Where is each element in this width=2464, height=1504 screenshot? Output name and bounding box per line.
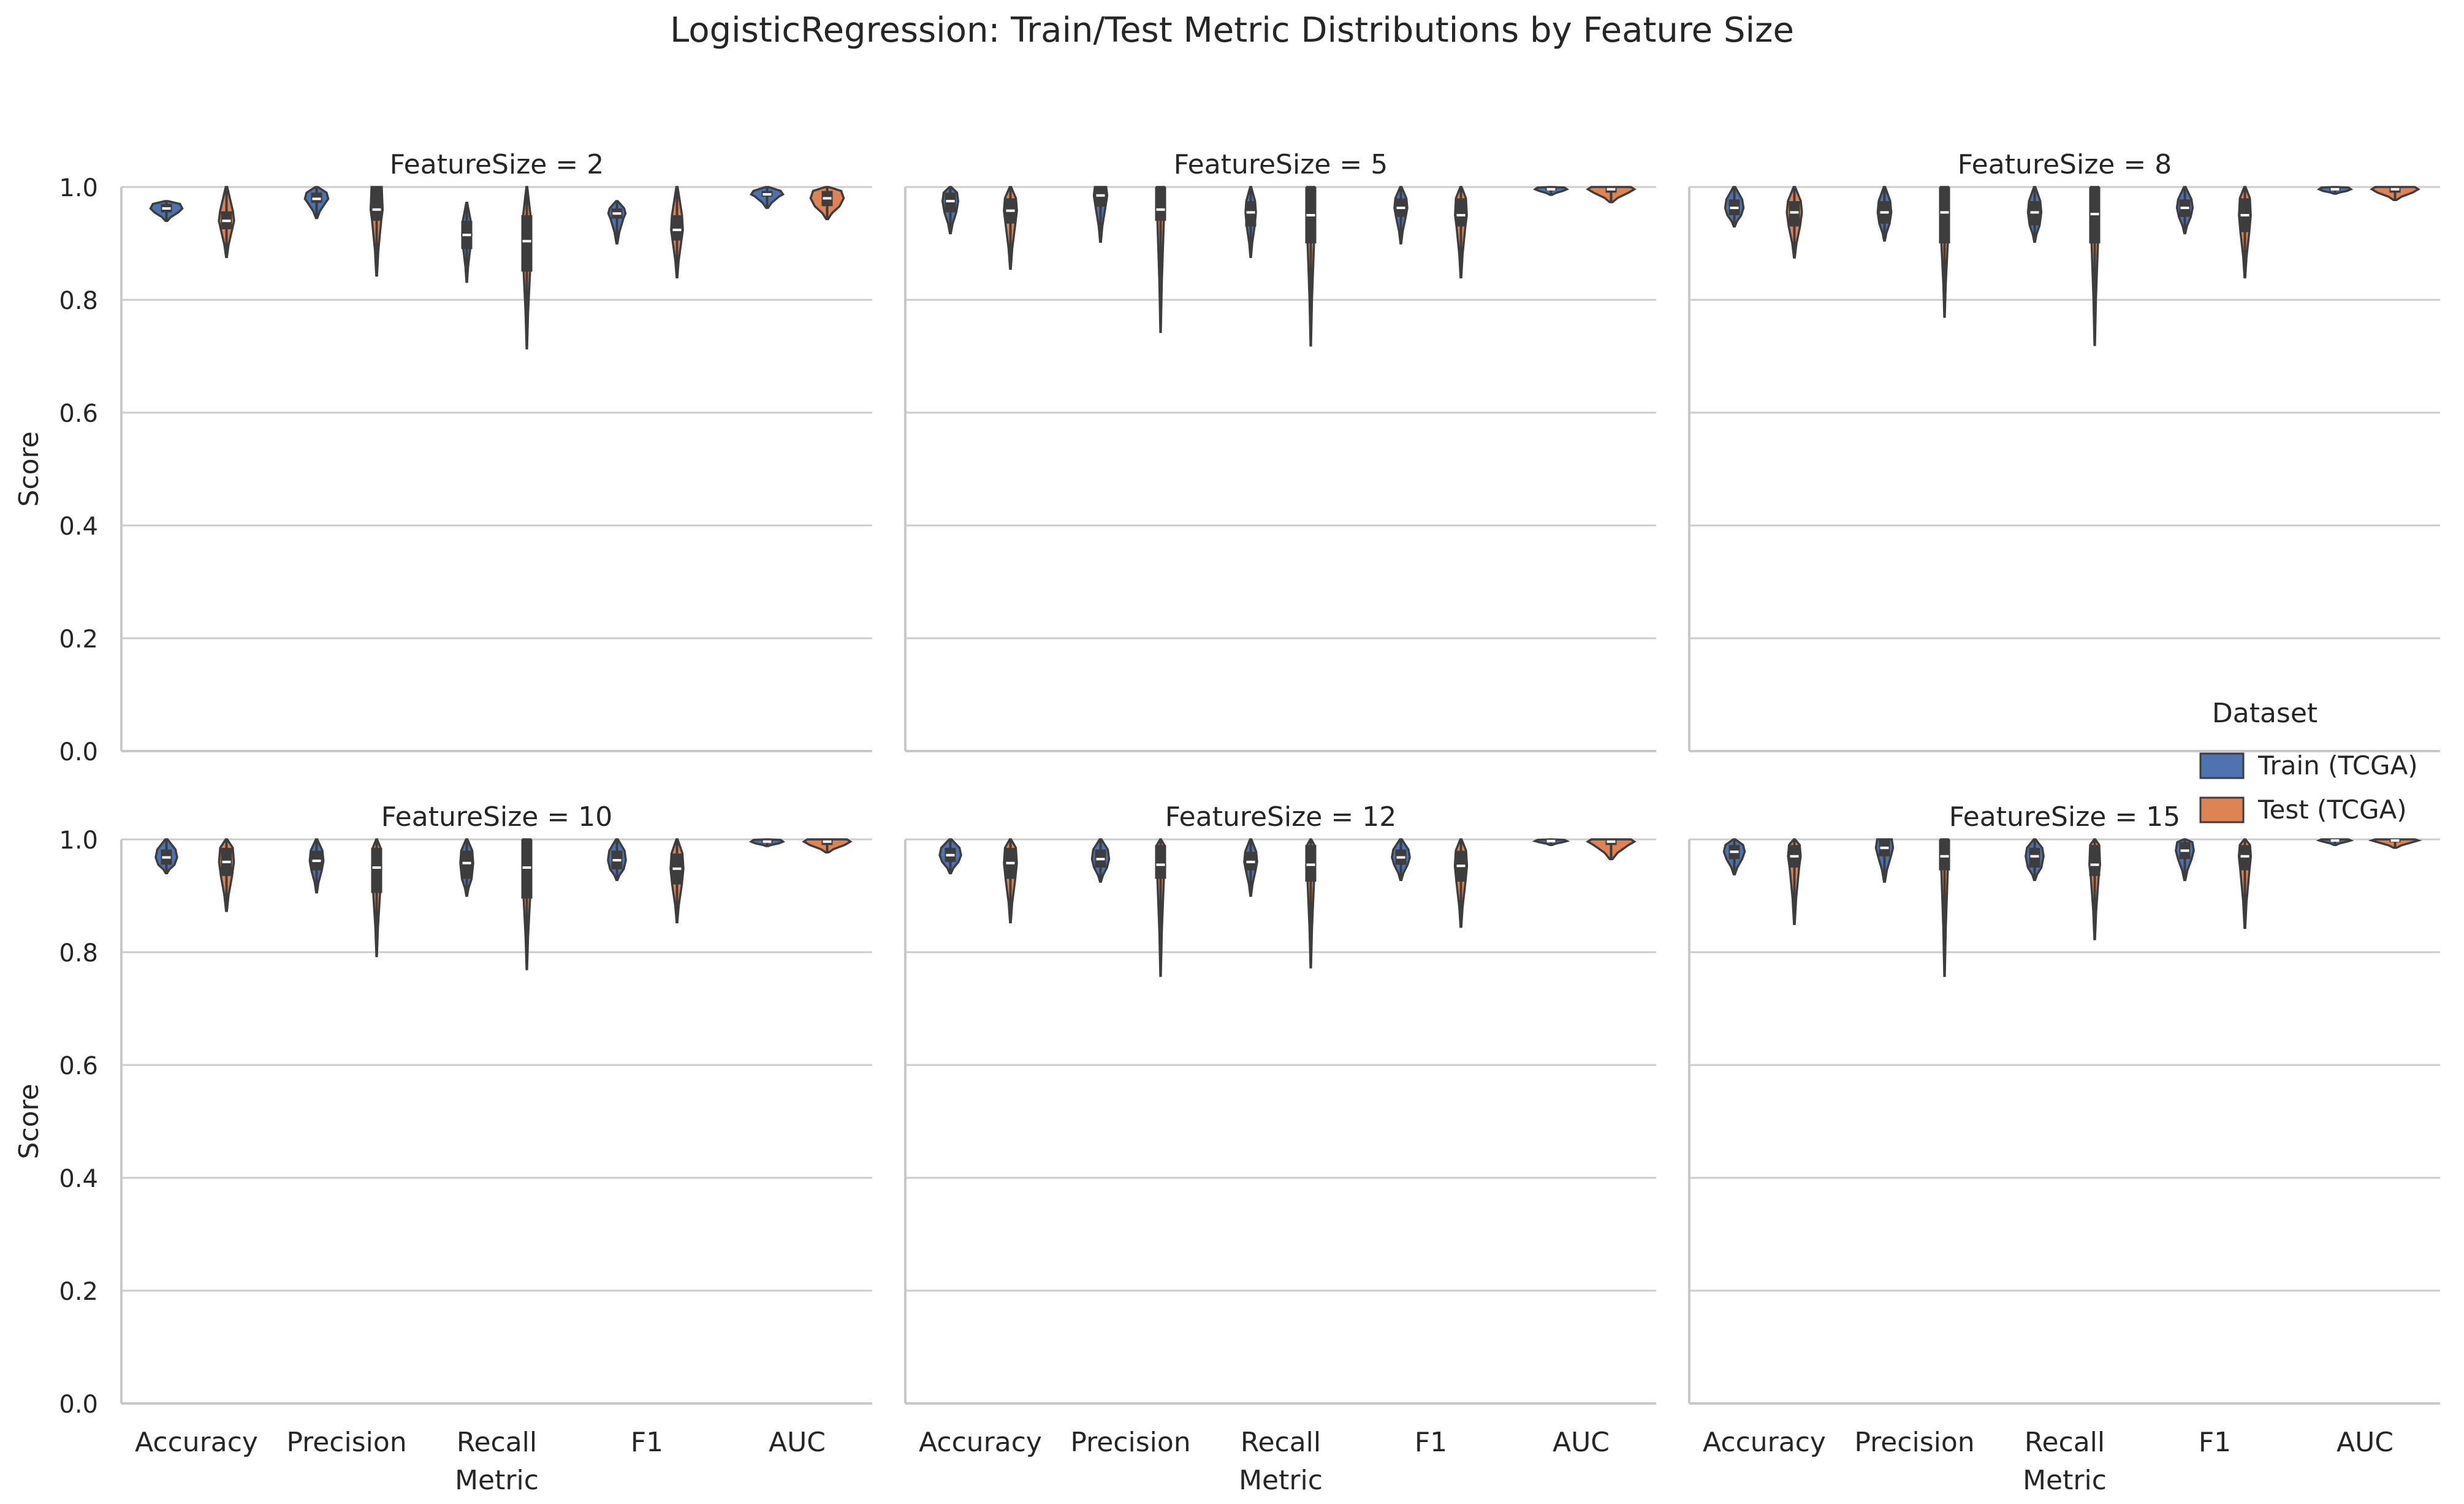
x-tick-label: F1: [631, 1427, 663, 1458]
x-tick-label: Precision: [1854, 1427, 1974, 1458]
x-tick-label: Accuracy: [919, 1427, 1042, 1458]
violin-iqr: [2029, 847, 2040, 868]
y-tick-label: 0.4: [59, 1165, 98, 1193]
x-tick-label: F1: [2199, 1427, 2231, 1458]
violin-iqr: [1789, 201, 1800, 227]
x-tick-label: Precision: [1070, 1427, 1190, 1458]
legend-title: Dataset: [2212, 698, 2318, 729]
legend-label: Train (TCGA): [2257, 750, 2418, 781]
violin-iqr: [1155, 845, 1166, 879]
y-tick-label: 0.6: [59, 1052, 98, 1080]
violin-iqr: [2089, 845, 2101, 876]
y-tick-label: 0.8: [59, 939, 98, 968]
violin-iqr: [1939, 839, 1950, 871]
y-axis-label: Score: [13, 1083, 45, 1159]
panel-5: FeatureSize = 12 Accuracy Precision Recall F…: [904, 801, 1656, 1496]
x-axis-label: Metric: [1239, 1465, 1323, 1496]
legend-label: Test (TCGA): [2257, 795, 2407, 825]
panels: FeatureSize = 20.00.20.40.60.81.0ScoreFe…: [13, 149, 2440, 1496]
panel-title: FeatureSize = 2: [390, 149, 604, 180]
x-tick-label: Accuracy: [135, 1427, 258, 1458]
figure-title: LogisticRegression: Train/Test Metric Di…: [670, 10, 1794, 50]
panel-title: FeatureSize = 8: [1958, 149, 2172, 180]
x-tick-label: AUC: [769, 1427, 826, 1458]
violin-iqr: [461, 850, 473, 879]
violin-iqr: [671, 215, 683, 241]
y-tick-label: 0.6: [59, 400, 98, 428]
violin-iqr: [521, 839, 533, 899]
x-axis-label: Metric: [455, 1465, 539, 1496]
x-tick-label: Recall: [457, 1427, 537, 1458]
x-tick-label: Accuracy: [1703, 1427, 1826, 1458]
violin-iqr: [1939, 187, 1950, 243]
legend-swatch: [2199, 796, 2245, 823]
panel-title: FeatureSize = 15: [1949, 801, 2180, 833]
y-tick-label: 0.4: [59, 513, 98, 541]
violin-iqr: [1095, 187, 1106, 207]
panel-3: FeatureSize = 8: [1688, 149, 2440, 752]
y-tick-label: 0.0: [59, 738, 98, 766]
x-tick-label: Recall: [2025, 1427, 2105, 1458]
x-tick-label: F1: [1415, 1427, 1447, 1458]
panel-2: FeatureSize = 5: [904, 149, 1656, 752]
y-tick-label: 0.2: [59, 1278, 98, 1306]
violin-iqr: [2239, 845, 2251, 871]
x-tick-label: AUC: [1553, 1427, 1610, 1458]
panel-4: FeatureSize = 10 0.0 0.2 0.4 0.6 0.8 1.0 Score A…: [13, 801, 872, 1496]
violin-iqr: [521, 215, 533, 272]
legend-swatch: [2199, 752, 2245, 779]
violin-iqr: [1155, 187, 1166, 221]
y-tick-label: 0.0: [59, 1391, 98, 1419]
violin-iqr: [1455, 198, 1467, 227]
y-tick-label: 0.2: [59, 625, 98, 654]
x-axis-label: Metric: [2023, 1465, 2107, 1496]
violin-iqr: [1245, 201, 1257, 227]
y-tick-label: 1.0: [59, 826, 98, 855]
panel-title: FeatureSize = 12: [1165, 801, 1396, 833]
legend: Dataset Train (TCGA) Test (TCGA): [2199, 698, 2418, 825]
violin-iqr: [1305, 845, 1317, 882]
y-tick-label: 1.0: [59, 174, 98, 202]
y-tick-label: 0.8: [59, 287, 98, 315]
panel-6: FeatureSize = 15 Accuracy Precision Recall F…: [1688, 801, 2440, 1496]
x-tick-label: AUC: [2337, 1427, 2394, 1458]
x-tick-label: Recall: [1241, 1427, 1321, 1458]
panel-1: FeatureSize = 2 0.0 0.2 0.4 0.6 0.8 1.0 Score: [13, 149, 872, 766]
violin-iqr: [371, 847, 382, 893]
panel-title: FeatureSize = 10: [381, 801, 612, 833]
x-tick-label: Precision: [286, 1427, 406, 1458]
panel-title: FeatureSize = 5: [1174, 149, 1388, 180]
violin-iqr: [945, 193, 956, 213]
violin-iqr: [371, 187, 382, 221]
y-axis-label: Score: [13, 431, 45, 506]
legend-entries: Train (TCGA) Test (TCGA): [2199, 750, 2418, 825]
